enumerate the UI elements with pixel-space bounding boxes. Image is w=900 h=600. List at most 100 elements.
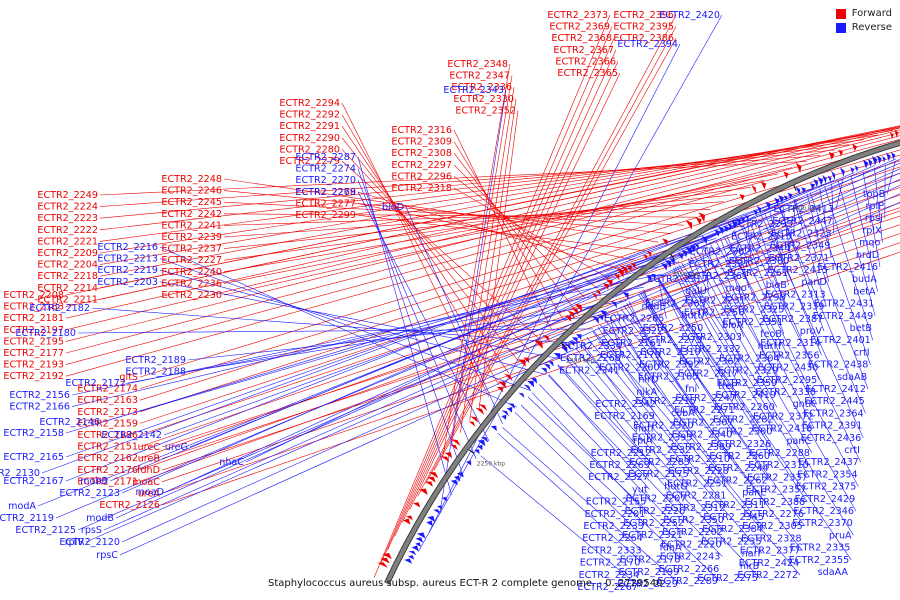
leader-line [223,209,711,226]
reverse-gene-label: ECTR2_2315 [731,231,792,242]
reverse-gene [731,221,738,228]
leader-line [41,188,814,474]
leader-line [886,160,896,194]
reverse-gene-label: ECTR2_2156 [9,390,70,401]
reverse-gene [506,407,513,413]
reverse-gene-label: ECTR2_2220 [661,539,722,550]
reverse-gene-label: ECTR2_2341 [559,365,620,376]
reverse-gene [795,186,801,195]
reverse-gene [501,410,509,417]
reverse-gene-label: ECTR2_2371 [769,253,830,264]
reverse-gene [441,496,448,502]
leader-line [809,192,871,365]
leader-line [702,248,857,512]
leader-line [453,164,586,299]
reverse-gene-label: ECTR2_2219 [97,265,158,276]
reverse-gene [474,449,480,454]
reverse-gene-label: ECTR2_2289 [657,576,718,587]
reverse-gene-label: ECTR2_2320 [633,420,694,431]
reverse-gene [822,174,827,184]
forward-gene [475,407,485,415]
reverse-gene-label: ECTR2_2364 [803,408,864,419]
leader-line [425,26,677,484]
reverse-gene-label: nirD [638,375,658,386]
reverse-gene [610,300,618,309]
forward-gene-label: ECTR2_2236 [161,278,222,289]
leader-line [380,26,613,564]
forward-gene [470,416,479,423]
reverse-gene [408,555,415,560]
reverse-gene-label: ECTR2_2210 [669,454,730,465]
leader-line [520,404,683,560]
reverse-gene [778,195,784,203]
forward-gene-label: ECTR2_2181 [3,313,64,324]
reverse-gene-label: ECTR2_2251 [667,478,728,489]
leader-line [223,180,765,273]
leader-line [793,198,796,237]
reverse-gene-label: ECTR2_2170 [580,558,641,569]
reverse-gene-label: panC [786,436,811,447]
reverse-gene-label: ECTR2_2268 [560,353,621,364]
leader-line [806,193,830,283]
reverse-gene-label: ECTR2_2304 [719,353,780,364]
leader-line [658,278,773,457]
reverse-gene-label: ECTR2_2314 [760,338,821,349]
forward-gene-label: ECTR2_2296 [391,171,452,182]
forward-gene [382,553,392,560]
leader-line [726,234,782,359]
leader-line [557,365,688,511]
reverse-gene-label: ECTR2_2130 [0,468,40,479]
leader-line [643,289,665,344]
reverse-gene-label: proV [800,326,823,337]
reverse-gene-label: ECTR2_2175 [628,469,689,480]
reverse-gene-label: ECTR2_2252 [623,518,684,529]
leader-line [55,162,900,519]
reverse-gene [523,384,531,391]
reverse-gene-label: hutU [681,311,704,322]
reverse-gene [415,537,424,543]
reverse-gene-label: ECTR2_2333 [581,545,642,556]
leader-line [658,278,667,319]
forward-gene-label: ureA [138,488,161,499]
leader-line [357,180,477,459]
forward-gene-label: ECTR2_2197 [3,325,64,336]
leader-line [453,141,563,319]
reverse-gene [827,175,832,182]
leader-line [514,411,646,539]
forward-gene-label: ECTR2_2292 [279,110,340,121]
reverse-gene [787,192,793,199]
leader-line [71,274,662,396]
forward-gene-label: ECTR2_2316 [391,125,452,136]
forward-gene-label: ECTR2_2373 [547,10,608,21]
leader-line [341,149,531,352]
scale-tick [793,185,797,192]
reverse-gene-label: ECTR2_2276 [743,509,804,520]
forward-gene-label: ECTR2_2290 [279,133,340,144]
reverse-gene-label: ECTR2_2228 [668,466,729,477]
reverse-gene-label: ECTR2_2283 [629,457,690,468]
reverse-gene-label: moaD [136,487,164,498]
forward-gene-label: ECTR2_2218 [37,271,98,282]
forward-gene [595,290,601,296]
reverse-gene-label: cobA [671,408,695,419]
reverse-gene-label: ECTR2_2419 [715,390,776,401]
leader-line [597,327,658,417]
leader-line [531,392,648,515]
reverse-gene-label: ECTR2_2384 [702,524,763,535]
reverse-gene-label: rplX [862,225,882,236]
reverse-gene-label: ECTR2_2178 [620,555,681,566]
leader-line [223,178,659,243]
forward-gene [603,283,609,290]
reverse-gene-label: rpsC [96,550,118,561]
forward-gene [419,488,428,495]
reverse-gene-label: budA [852,274,877,285]
forward-gene-label: ECTR2_2352 [455,105,516,116]
reverse-gene [518,392,525,398]
reverse-gene-label: ECTR2_2394 [617,39,678,50]
forward-gene-label: ECTR2_2227 [161,255,222,266]
reverse-gene-label: ECTR2_2335 [790,543,851,554]
leader-line [65,135,900,354]
reverse-leader-lines [37,14,900,588]
reverse-gene-label: ECTR2_2180 [15,328,76,339]
leader-line [764,213,822,356]
